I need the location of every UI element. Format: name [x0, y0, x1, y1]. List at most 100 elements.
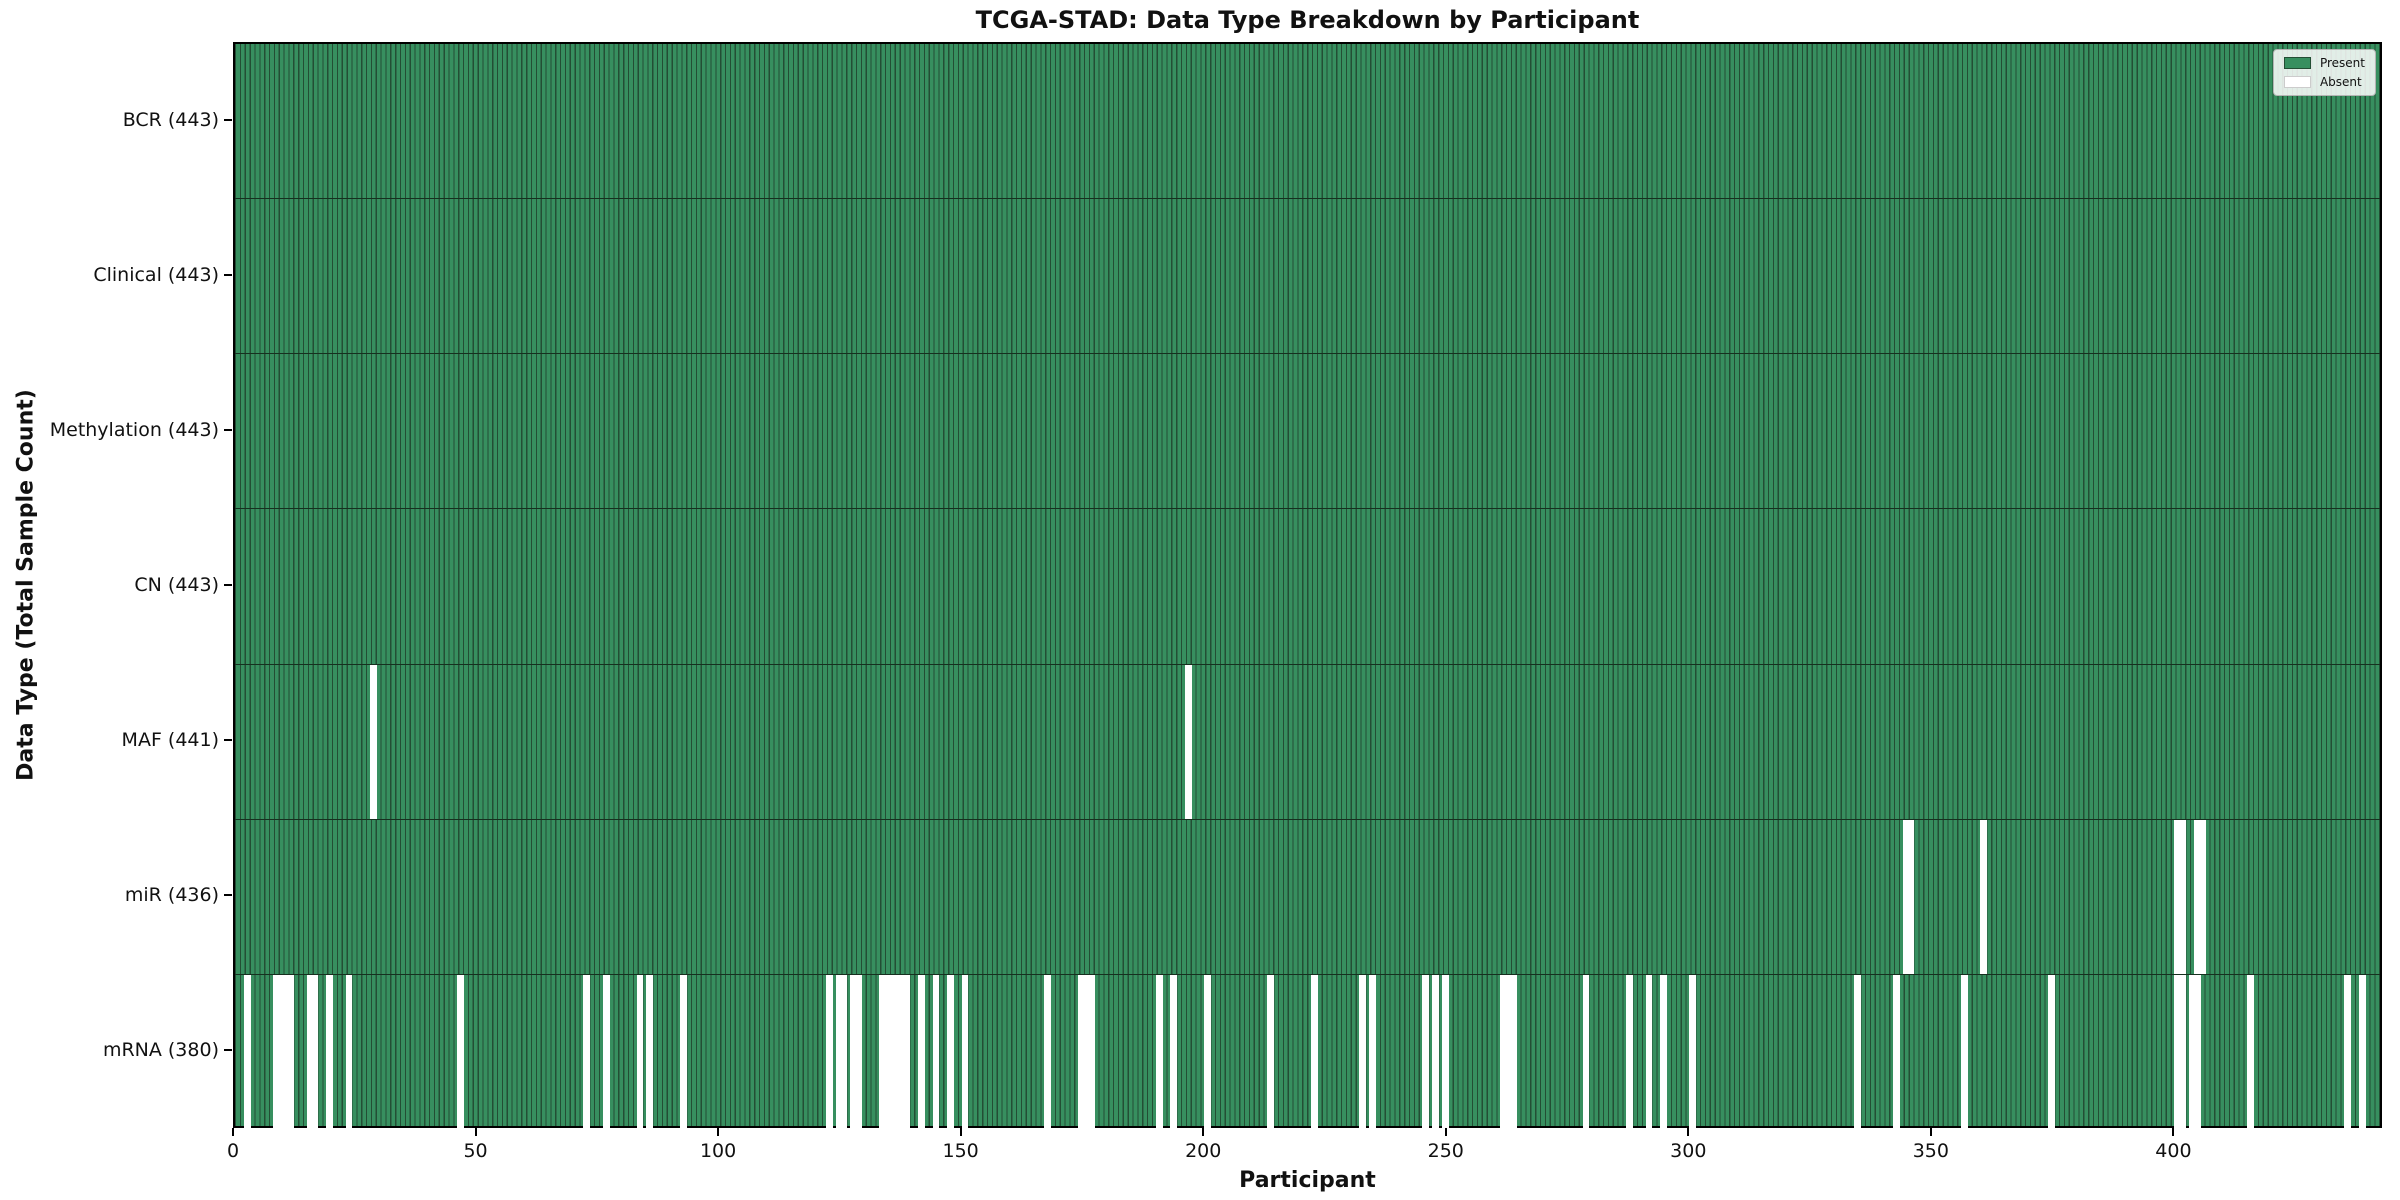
- row-band-Clinical: [235, 199, 2380, 355]
- absent-bar: [2048, 974, 2056, 1130]
- absent-bar: [888, 974, 896, 1130]
- x-tick-mark: [717, 1128, 720, 1136]
- absent-bar: [1044, 974, 1051, 1130]
- x-tick-label: 0: [226, 1140, 240, 1162]
- legend-entry-present: Present: [2283, 56, 2365, 70]
- absent-bar: [1155, 974, 1163, 1130]
- absent-bar: [1509, 974, 1517, 1130]
- x-tick-mark: [2172, 1128, 2175, 1136]
- y-tick-mark: [224, 739, 232, 742]
- absent-bar: [2174, 974, 2182, 1130]
- absent-bar: [2179, 819, 2187, 974]
- absent-bar: [1907, 819, 1915, 974]
- absent-bar: [2174, 819, 2182, 974]
- x-tick-mark: [959, 1128, 962, 1136]
- absent-bar: [1310, 974, 1318, 1130]
- absent-bar: [1854, 974, 1862, 1130]
- y-tick-label-MAF: MAF (441): [121, 729, 219, 752]
- absent-bar: [1082, 974, 1090, 1130]
- x-tick-label: 200: [1185, 1140, 1222, 1162]
- y-tick-mark: [224, 1049, 232, 1052]
- absent-bar: [932, 974, 940, 1130]
- absent-bar: [311, 974, 319, 1130]
- absent-bar: [1422, 974, 1430, 1130]
- absent-bar: [854, 974, 862, 1130]
- y-axis-title: Data Type (Total Sample Count): [13, 389, 39, 781]
- absent-bar: [1626, 974, 1634, 1130]
- row-band-MAF: [235, 664, 2380, 820]
- x-tick-label: 50: [463, 1140, 488, 1162]
- x-tick-label: 250: [1427, 1140, 1464, 1162]
- y-tick-label-Methylation: Methylation (443): [49, 418, 219, 441]
- y-tick-label-CN: CN (443): [134, 574, 219, 596]
- absent-bar: [2179, 974, 2187, 1130]
- absent-bar: [1893, 974, 1900, 1130]
- y-tick-mark: [224, 118, 232, 121]
- absent-bar: [1689, 974, 1697, 1130]
- absent-bar: [287, 974, 295, 1130]
- absent-bar: [2188, 974, 2196, 1130]
- absent-bar: [2358, 974, 2366, 1130]
- absent-bar: [903, 974, 911, 1130]
- absent-bar: [835, 974, 843, 1130]
- y-tick-label-mRNA: mRNA (380): [102, 1039, 219, 1062]
- absent-bar: [1500, 974, 1507, 1130]
- x-tick-mark: [1202, 1128, 1205, 1136]
- absent-bar: [2247, 974, 2254, 1130]
- absent-bar: [1645, 974, 1653, 1130]
- x-tick-label: 300: [1670, 1140, 1707, 1162]
- row-band-mRNA: [235, 974, 2380, 1130]
- x-tick-mark: [232, 1128, 234, 1136]
- absent-bar: [1170, 974, 1178, 1130]
- absent-bar: [306, 974, 314, 1130]
- absent-bar: [884, 974, 891, 1130]
- absent-bar: [898, 974, 906, 1130]
- x-tick-mark: [1444, 1128, 1447, 1136]
- y-tick-mark: [224, 584, 232, 586]
- legend: Present Absent: [2272, 49, 2376, 96]
- row-band-miR: [235, 819, 2380, 975]
- y-tick-label-Clinical: Clinical (443): [93, 263, 219, 286]
- absent-bar: [850, 974, 857, 1130]
- absent-bar: [1087, 974, 1095, 1130]
- absent-bar: [1184, 664, 1192, 819]
- absent-bar: [369, 664, 377, 819]
- absent-bar: [893, 974, 901, 1130]
- y-tick-label-BCR: BCR (443): [122, 108, 219, 131]
- absent-bar: [947, 974, 954, 1130]
- chart-title: TCGA-STAD: Data Type Breakdown by Partic…: [975, 6, 1640, 34]
- absent-bar: [840, 974, 848, 1130]
- absent-bar: [277, 974, 285, 1130]
- absent-bar: [1660, 974, 1668, 1130]
- absent-bar: [1960, 974, 1968, 1130]
- absent-bar: [282, 974, 290, 1130]
- absent-bar: [1078, 974, 1085, 1130]
- y-tick-mark: [224, 428, 232, 431]
- absent-bar: [879, 974, 887, 1130]
- legend-entry-absent: Absent: [2283, 75, 2365, 89]
- x-tick-mark: [1929, 1128, 1932, 1136]
- absent-bar: [1504, 974, 1512, 1130]
- absent-bar: [680, 974, 688, 1130]
- plot-area: [233, 42, 2382, 1130]
- row-band-CN: [235, 509, 2380, 665]
- x-tick-label: 350: [1912, 1140, 1949, 1162]
- legend-present-label: Present: [2319, 56, 2365, 70]
- absent-bar: [583, 974, 591, 1130]
- legend-present-swatch: [2283, 57, 2311, 69]
- absent-bar: [1902, 819, 1910, 974]
- absent-bar: [961, 974, 969, 1130]
- absent-bar: [1204, 974, 1212, 1130]
- x-tick-mark: [474, 1128, 477, 1136]
- row-band-BCR: [235, 44, 2380, 200]
- absent-bar: [2344, 974, 2352, 1130]
- absent-bar: [2193, 819, 2201, 974]
- absent-bar: [825, 974, 833, 1130]
- absent-bar: [326, 974, 333, 1130]
- absent-bar: [2193, 974, 2201, 1130]
- absent-bar: [636, 974, 644, 1130]
- absent-bar: [1369, 974, 1376, 1130]
- absent-bar: [1432, 974, 1440, 1130]
- legend-absent-label: Absent: [2319, 75, 2362, 89]
